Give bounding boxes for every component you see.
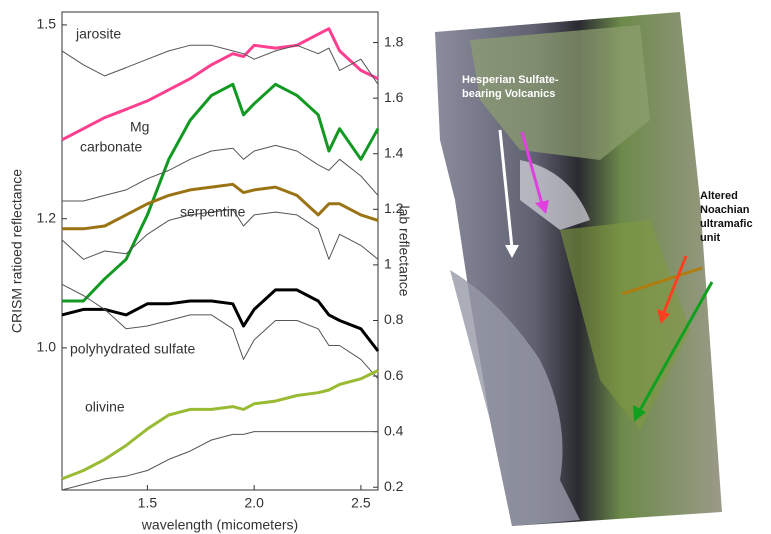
- curve-label: serpentine: [180, 204, 246, 220]
- curve-label: jarosite: [75, 26, 121, 42]
- y-tick-label: 1.0: [37, 339, 57, 355]
- y2-tick-label: 0.2: [384, 478, 404, 494]
- plot-frame: [62, 12, 378, 490]
- y2-tick-label: 1.2: [384, 200, 404, 216]
- x-tick-label: 2.0: [244, 495, 264, 511]
- y2-tick-label: 1.8: [384, 33, 404, 49]
- map-label: ultramafic: [700, 218, 753, 230]
- curve-label: carbonate: [80, 139, 142, 155]
- y-axis-label: CRISM ratioed reflectance: [9, 169, 25, 333]
- y2-tick-label: 1.4: [384, 144, 404, 160]
- map-label: bearing Volcanics: [462, 88, 555, 100]
- figure: CRISM ratioed reflectance lab reflectanc…: [0, 0, 771, 534]
- y-tick-label: 1.2: [37, 209, 57, 225]
- spectrum-line: [62, 284, 378, 379]
- map-label: unit: [700, 232, 720, 244]
- map-label: Noachian: [700, 204, 750, 216]
- y2-tick-label: 0.6: [384, 367, 404, 383]
- x-tick-label: 1.5: [138, 495, 158, 511]
- y2-axis-label: lab reflectance: [396, 205, 412, 296]
- curve-label: olivine: [85, 399, 125, 415]
- spectrum-line: [62, 29, 378, 140]
- y2-tick-label: 1: [384, 256, 392, 272]
- x-tick-label: 2.5: [351, 495, 371, 511]
- curve-label: Mg: [130, 119, 149, 135]
- map-label: Altered: [700, 190, 738, 202]
- y-tick-label: 1.5: [37, 16, 57, 32]
- y2-tick-label: 0.8: [384, 311, 404, 327]
- y2-tick-label: 1.6: [384, 89, 404, 105]
- spectrum-line: [62, 45, 378, 84]
- curve-label: polyhydrated sulfate: [70, 341, 196, 357]
- spectrum-line: [62, 371, 378, 479]
- map-label: Hesperian Sulfate-: [462, 74, 559, 86]
- x-axis-label: wavelength (micometers): [141, 517, 298, 533]
- y2-tick-label: 0.4: [384, 422, 404, 438]
- spectrum-line: [62, 432, 378, 490]
